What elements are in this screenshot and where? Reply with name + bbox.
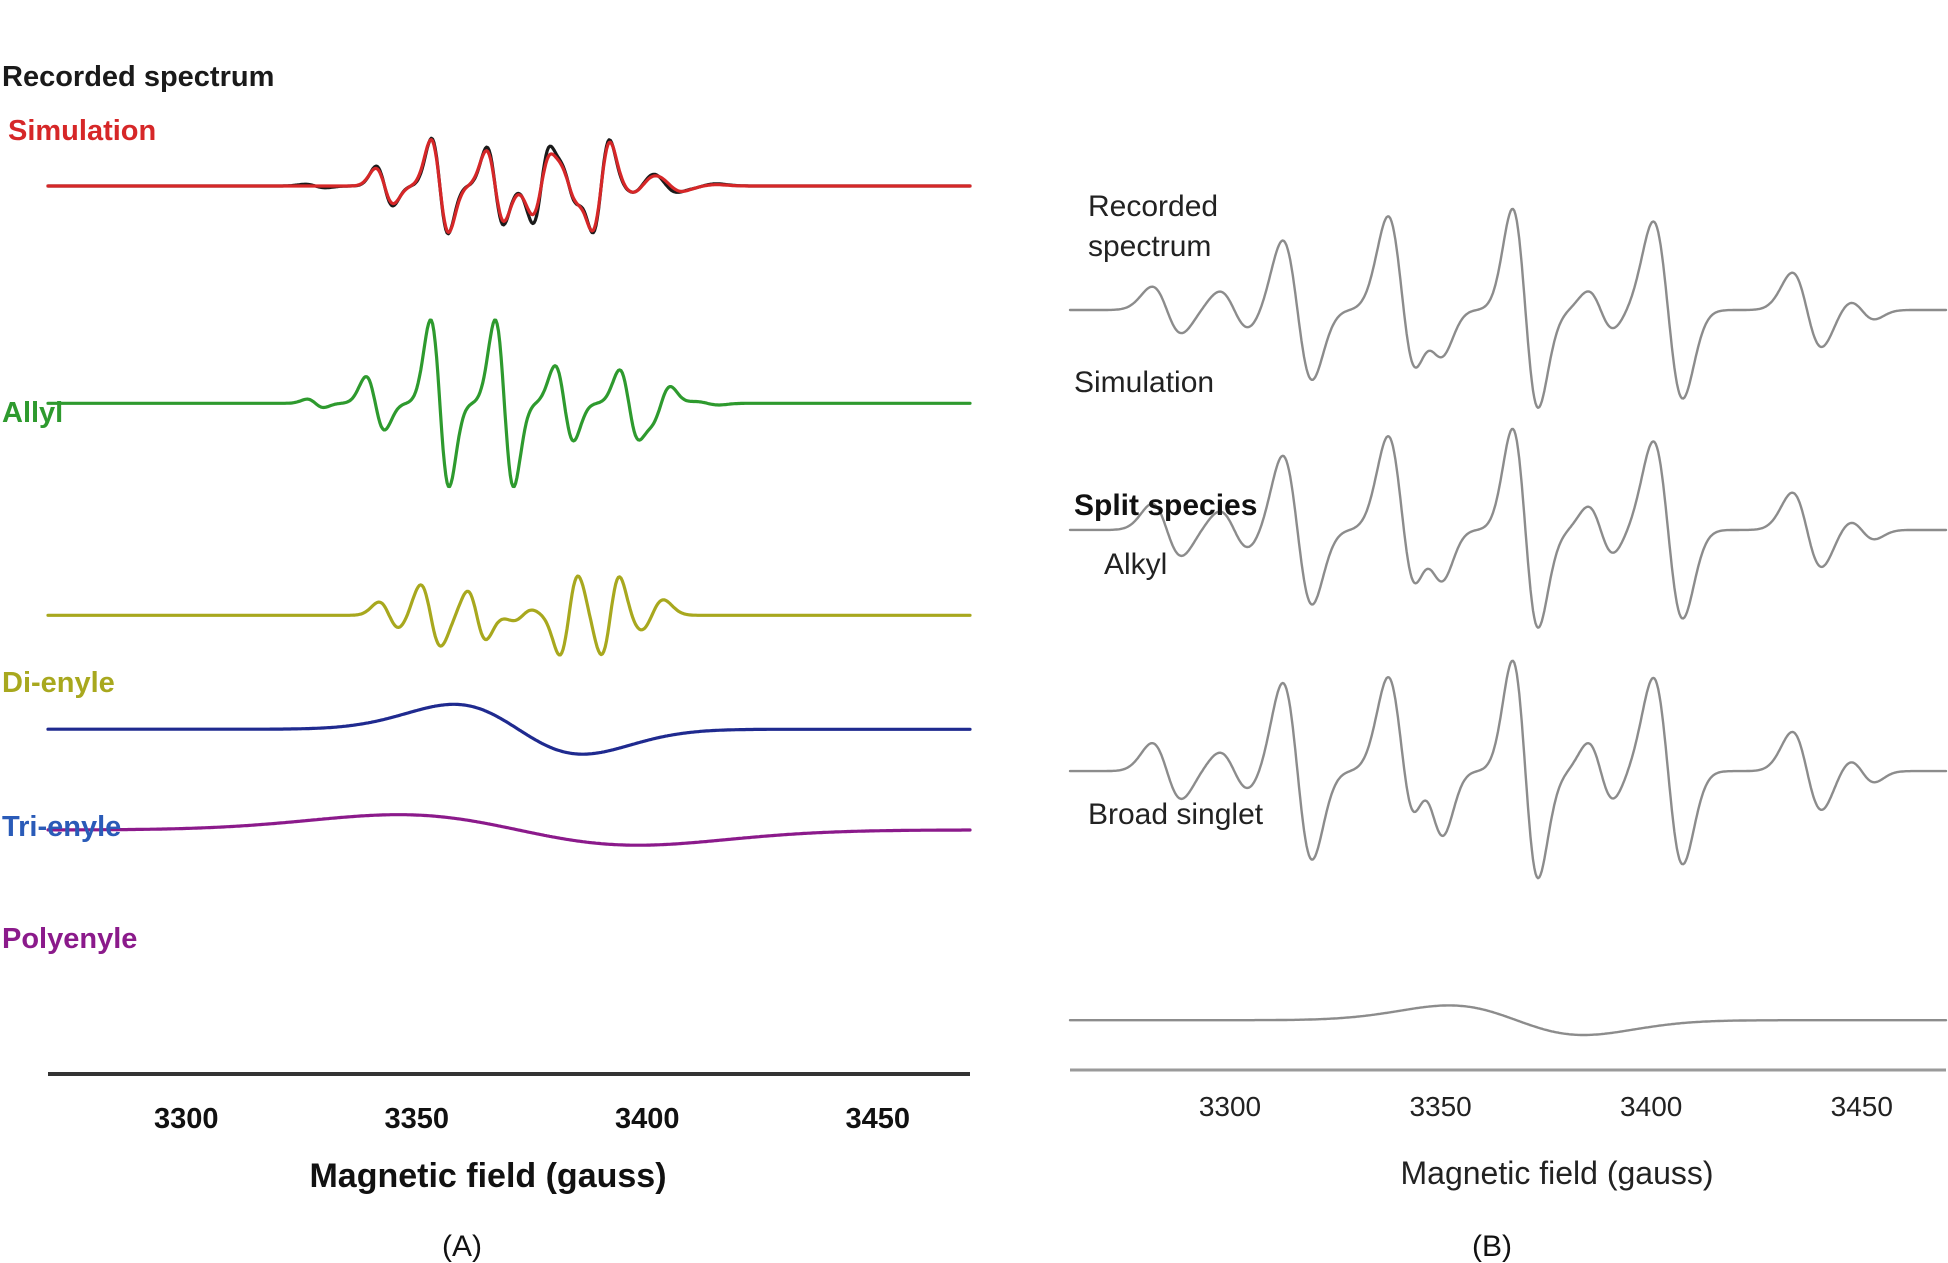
panel-b-label-recorded-spectrum-line1: Recorded [1088, 190, 1218, 223]
panel-b-series-simulation [1068, 427, 1948, 629]
panel-b-x-tick-labels: 3300 3350 3400 3450 [1199, 1091, 1893, 1122]
panel-a-x-tick-3300: 3300 [154, 1103, 219, 1135]
panel-a-label-allyl: Allyl [2, 397, 63, 429]
panel-a-label: (A) [442, 1230, 482, 1263]
panel-a-x-tick-3450: 3450 [846, 1103, 911, 1135]
panel-b-series-broad-singlet [1068, 1004, 1948, 1037]
panel-b-x-tick-3350: 3350 [1409, 1091, 1471, 1122]
panel-a-series-tri-enyle [46, 702, 972, 756]
panel-a-series-simulation [46, 138, 972, 234]
panel-b-label-simulation: Simulation [1074, 366, 1214, 399]
panel-b-label: (B) [1472, 1230, 1512, 1263]
panel-a-x-axis-label: Magnetic field (gauss) [309, 1157, 666, 1195]
panel-a-x-tick-3400: 3400 [615, 1103, 680, 1135]
panel-b-label-alkyl: Alkyl [1104, 548, 1167, 581]
panel-b-x-tick-3300: 3300 [1199, 1091, 1261, 1122]
panel-a-label-di-enyle: Di-enyle [2, 667, 115, 699]
panel-b-x-axis-label: Magnetic field (gauss) [1400, 1155, 1713, 1191]
panel-a: 3300 3350 3400 3450 Magnetic field (gauss) … [2, 61, 972, 1263]
panel-a-label-simulation: Simulation [8, 115, 156, 147]
panel-a-x-tick-labels: 3300 3350 3400 3450 [154, 1103, 910, 1135]
panel-b-x-tick-3400: 3400 [1620, 1091, 1682, 1122]
panel-a-x-tick-3350: 3350 [385, 1103, 450, 1135]
panel-a-curves [46, 136, 972, 847]
panel-b-x-tick-3450: 3450 [1831, 1091, 1893, 1122]
panel-a-series-di-enyle [46, 574, 972, 657]
panel-a-label-recorded-spectrum: Recorded spectrum [2, 61, 274, 93]
panel-b-label-split-species: Split species [1074, 489, 1257, 522]
panel-a-label-tri-enyle: Tri-enyle [2, 811, 121, 843]
panel-b-label-recorded-spectrum-line2: spectrum [1088, 230, 1211, 263]
panel-b-label-recorded-spectrum: Recorded spectrum [1088, 190, 1226, 263]
panel-b-curves [1068, 207, 1948, 1037]
panel-a-label-polyenyle: Polyenyle [2, 923, 137, 955]
panel-b: 3300 3350 3400 3450 Magnetic field (gauss) … [1068, 190, 1948, 1263]
panel-a-series-polyenyle [46, 813, 972, 847]
panel-a-series-allyl [46, 318, 972, 489]
panel-b-series-alkyl [1068, 659, 1948, 880]
panel-b-series-recorded-spectrum [1068, 207, 1948, 409]
panel-b-label-broad-singlet: Broad singlet [1088, 798, 1264, 831]
